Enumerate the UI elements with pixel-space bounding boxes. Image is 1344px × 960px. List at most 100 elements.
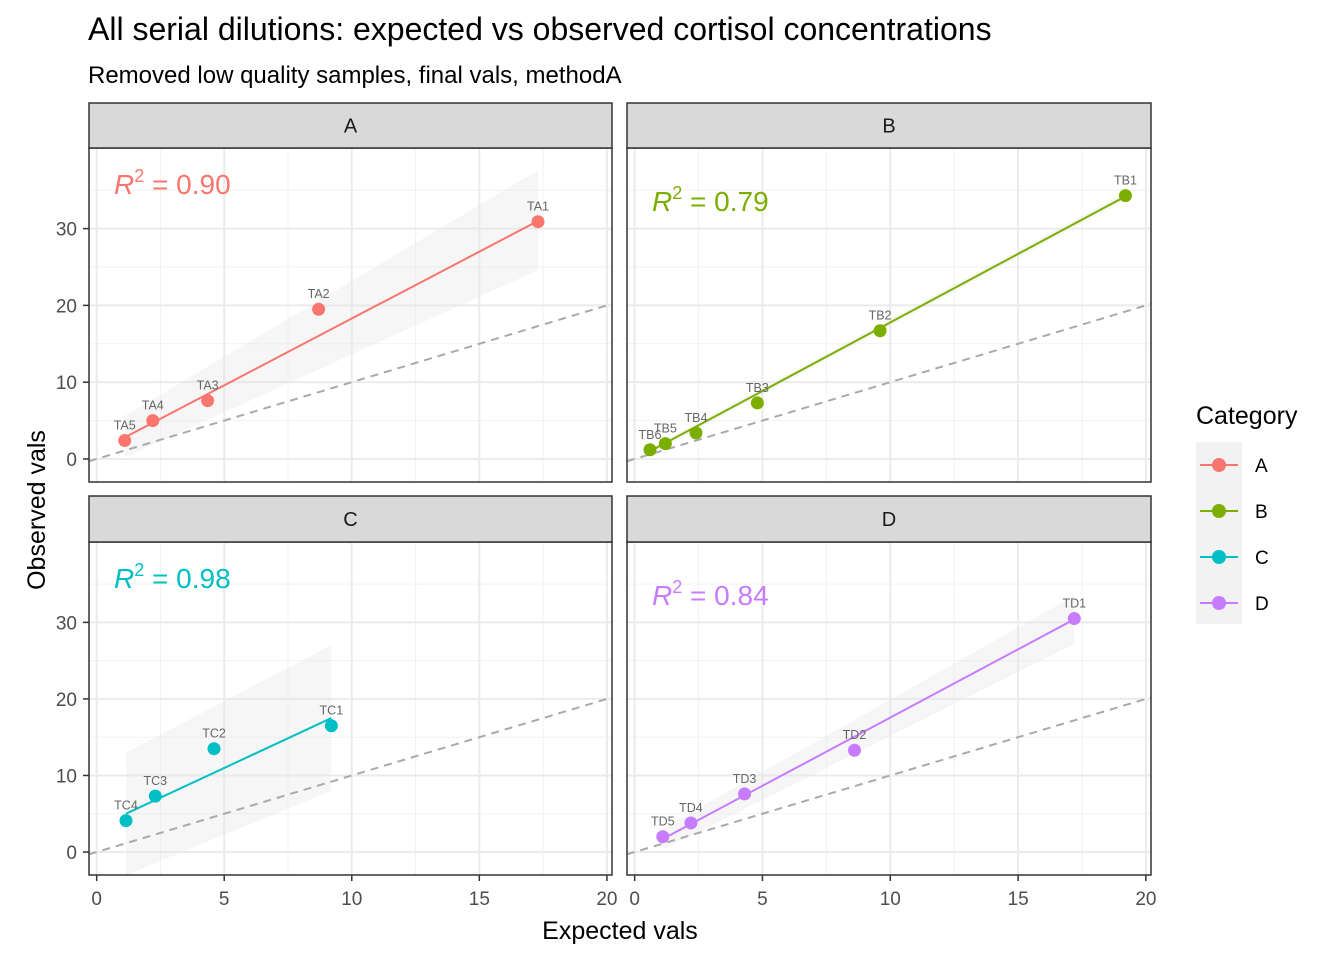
data-point <box>1067 612 1081 626</box>
point-label: TA4 <box>142 399 164 413</box>
y-tick-label: 20 <box>56 296 77 317</box>
regression-line <box>124 220 539 439</box>
reference-line <box>627 302 1151 463</box>
r2-symbol: R <box>114 169 134 200</box>
y-tick-label: 0 <box>66 450 77 471</box>
x-tick-label: 10 <box>341 889 362 910</box>
x-tick-label: 5 <box>757 889 768 910</box>
r2-symbol: R <box>652 186 672 217</box>
legend-item-b: B <box>1200 502 1268 523</box>
y-tick-label: 10 <box>56 373 77 394</box>
legend-point <box>1212 458 1226 472</box>
facet-strip-label: A <box>344 116 358 138</box>
panel-background <box>89 148 612 482</box>
r2-equals: = <box>682 580 714 611</box>
x-tick-label: 10 <box>880 889 901 910</box>
legend-label: B <box>1255 502 1268 523</box>
facet-strip-label: D <box>882 509 896 531</box>
legend-label: C <box>1255 548 1269 569</box>
x-tick-label: 15 <box>1008 889 1029 910</box>
r2-value: 0.79 <box>714 186 769 217</box>
data-point <box>738 787 752 801</box>
data-point <box>689 426 703 440</box>
r2-superscript: 2 <box>672 577 682 597</box>
point-label: TD4 <box>679 801 703 815</box>
r2-equals: = <box>682 186 714 217</box>
panel-plot-area: TA1 TA2 TA3 TA4 TA5 <box>89 170 612 463</box>
facet-strip <box>626 102 1152 149</box>
point-label: TB1 <box>1114 174 1137 188</box>
point-label: TD3 <box>733 772 757 786</box>
point-label: TC3 <box>144 774 168 788</box>
data-point <box>1118 189 1132 203</box>
facet-panel-a: TA1 TA2 TA3 TA4 TA5 R2 = 0.90 A 0 10 20 30 <box>56 102 613 483</box>
legend-point <box>1212 550 1226 564</box>
legend-key-background <box>1196 442 1242 624</box>
regression-line <box>649 195 1126 453</box>
data-point <box>118 434 132 448</box>
data-point <box>201 394 215 408</box>
legend-point <box>1212 504 1226 518</box>
r2-equals: = <box>144 169 176 200</box>
panel-background <box>627 542 1151 875</box>
point-label: TD5 <box>651 815 675 829</box>
facet-strip-label: B <box>882 116 895 138</box>
point-label: TA3 <box>197 379 219 393</box>
data-point <box>656 830 670 844</box>
y-tick-label: 10 <box>56 766 77 787</box>
x-tick-label: 0 <box>91 889 102 910</box>
data-point <box>643 443 657 457</box>
point-label: TC2 <box>202 727 226 741</box>
data-point <box>658 437 672 451</box>
point-label: TB4 <box>685 411 708 425</box>
data-point <box>207 742 221 756</box>
r2-value: 0.84 <box>714 580 769 611</box>
facet-strip <box>88 102 613 149</box>
facet-strip <box>88 495 613 543</box>
r2-equals: = <box>144 563 176 594</box>
legend: Category A B C D <box>1196 402 1298 624</box>
r2-annotation: R2 = 0.90 <box>114 166 231 200</box>
point-label: TB3 <box>746 381 769 395</box>
r2-annotation: R2 = 0.84 <box>652 577 769 611</box>
point-label: TD2 <box>843 728 867 742</box>
legend-item-d: D <box>1200 594 1269 615</box>
y-tick-label: 30 <box>56 220 77 241</box>
y-tick-label: 0 <box>66 843 77 864</box>
y-tick-label: 20 <box>56 690 77 711</box>
point-label: TA1 <box>527 200 549 214</box>
data-point <box>119 814 133 828</box>
panel-background <box>627 148 1151 482</box>
r2-annotation: R2 = 0.98 <box>114 560 231 594</box>
chart-title: All serial dilutions: expected vs observ… <box>88 11 992 47</box>
point-label: TB5 <box>654 422 677 436</box>
panel-plot-area: TD1 TD2 TD3 TD4 TD5 <box>627 595 1151 856</box>
facet-panel-d: TD1 TD2 TD3 TD4 TD5 R2 = 0.84 D 0 5 10 15 20 <box>626 495 1156 910</box>
facet-strip <box>626 495 1152 543</box>
r2-value: 0.90 <box>176 169 231 200</box>
point-label: TC1 <box>320 704 344 718</box>
y-tick-label: 30 <box>56 613 77 634</box>
data-point <box>531 215 545 229</box>
reference-line <box>627 696 1151 856</box>
reference-line <box>89 302 612 463</box>
r2-superscript: 2 <box>672 183 682 203</box>
data-point <box>324 719 338 733</box>
r2-superscript: 2 <box>134 166 144 186</box>
data-point <box>873 324 887 338</box>
data-point <box>312 302 326 316</box>
r2-symbol: R <box>114 563 134 594</box>
legend-label: D <box>1255 594 1269 615</box>
r2-symbol: R <box>652 580 672 611</box>
panel-plot-area: TC1 TC2 TC3 TC4 <box>89 645 612 875</box>
data-point <box>148 789 162 803</box>
regression-line <box>662 618 1075 840</box>
x-tick-label: 20 <box>1135 889 1156 910</box>
legend-item-c: C <box>1200 548 1269 569</box>
confidence-band <box>124 170 538 458</box>
chart-subtitle: Removed low quality samples, final vals,… <box>88 62 622 89</box>
legend-label: A <box>1255 456 1268 477</box>
r2-superscript: 2 <box>134 560 144 580</box>
